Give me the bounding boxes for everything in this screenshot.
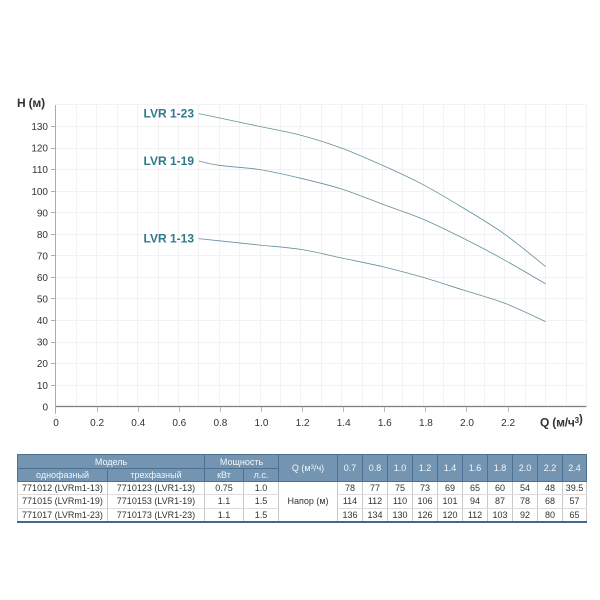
svg-text:2.0: 2.0 [460,418,474,429]
svg-text:100: 100 [31,187,48,198]
svg-text:1.2: 1.2 [296,418,310,429]
svg-text:110: 110 [32,165,48,176]
svg-text:1.6: 1.6 [378,418,392,429]
svg-text:Q (м/ч3): Q (м/ч3) [540,412,583,430]
svg-text:LVR 1-13: LVR 1-13 [144,231,195,245]
svg-text:30: 30 [37,338,49,349]
svg-text:0: 0 [42,402,48,413]
svg-text:0.2: 0.2 [90,418,104,429]
svg-text:H (м): H (м) [17,96,45,110]
svg-text:LVR 1-23: LVR 1-23 [144,106,195,120]
svg-text:40: 40 [37,316,49,327]
svg-text:70: 70 [37,251,49,262]
svg-text:1.0: 1.0 [255,418,269,429]
svg-text:1.4: 1.4 [337,418,351,429]
svg-text:80: 80 [37,230,49,241]
svg-text:130: 130 [31,122,48,133]
svg-text:2.2: 2.2 [501,418,515,429]
svg-text:1.8: 1.8 [419,418,433,429]
svg-text:20: 20 [37,359,49,370]
svg-text:0.8: 0.8 [213,418,227,429]
svg-text:90: 90 [37,208,49,219]
svg-text:10: 10 [37,381,49,392]
svg-text:120: 120 [31,144,48,155]
svg-text:0.4: 0.4 [131,418,145,429]
svg-text:LVR 1-19: LVR 1-19 [144,154,195,168]
svg-text:50: 50 [37,295,49,306]
svg-text:60: 60 [37,273,49,284]
svg-text:0: 0 [53,418,59,429]
svg-text:0.6: 0.6 [172,418,186,429]
